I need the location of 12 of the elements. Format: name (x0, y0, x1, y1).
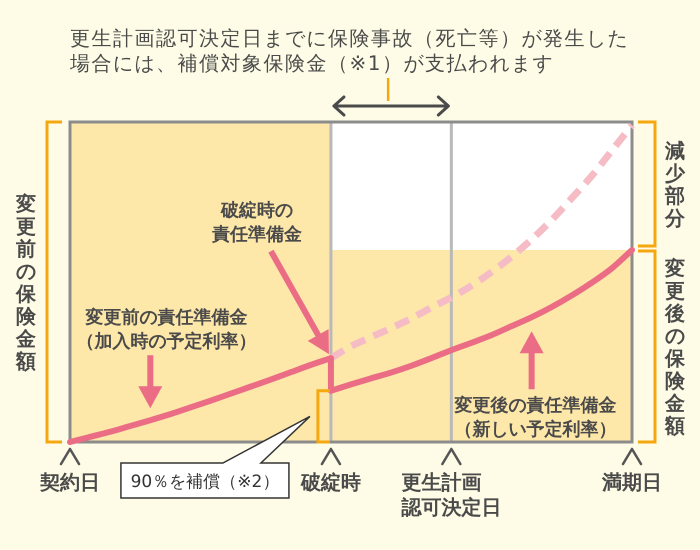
x-tick-label: 満期日 (601, 470, 662, 494)
annotation: 変更後の責任準備金（新しい予定利率） (454, 395, 617, 440)
annotation: 変更前の責任準備金（加入時の予定利率） (76, 307, 256, 352)
x-tick-label: 契約日 (39, 470, 100, 494)
x-tick-label: 更生計画認可決定日 (400, 470, 502, 519)
text: 変更後の保険金額 (664, 256, 686, 438)
x-tick-label: 破綻時 (300, 470, 361, 494)
text: 更生計画認可決定日までに保険事故（死亡等）が発生した場合には、補償対象保険金（※1）が支払われます (69, 26, 629, 75)
text: 90％を補償（※2） (130, 472, 280, 492)
text: 変更前の保険金額 (15, 191, 37, 373)
text: 減少部分 (664, 138, 686, 230)
annotation: 破綻時の責任準備金 (210, 200, 302, 246)
